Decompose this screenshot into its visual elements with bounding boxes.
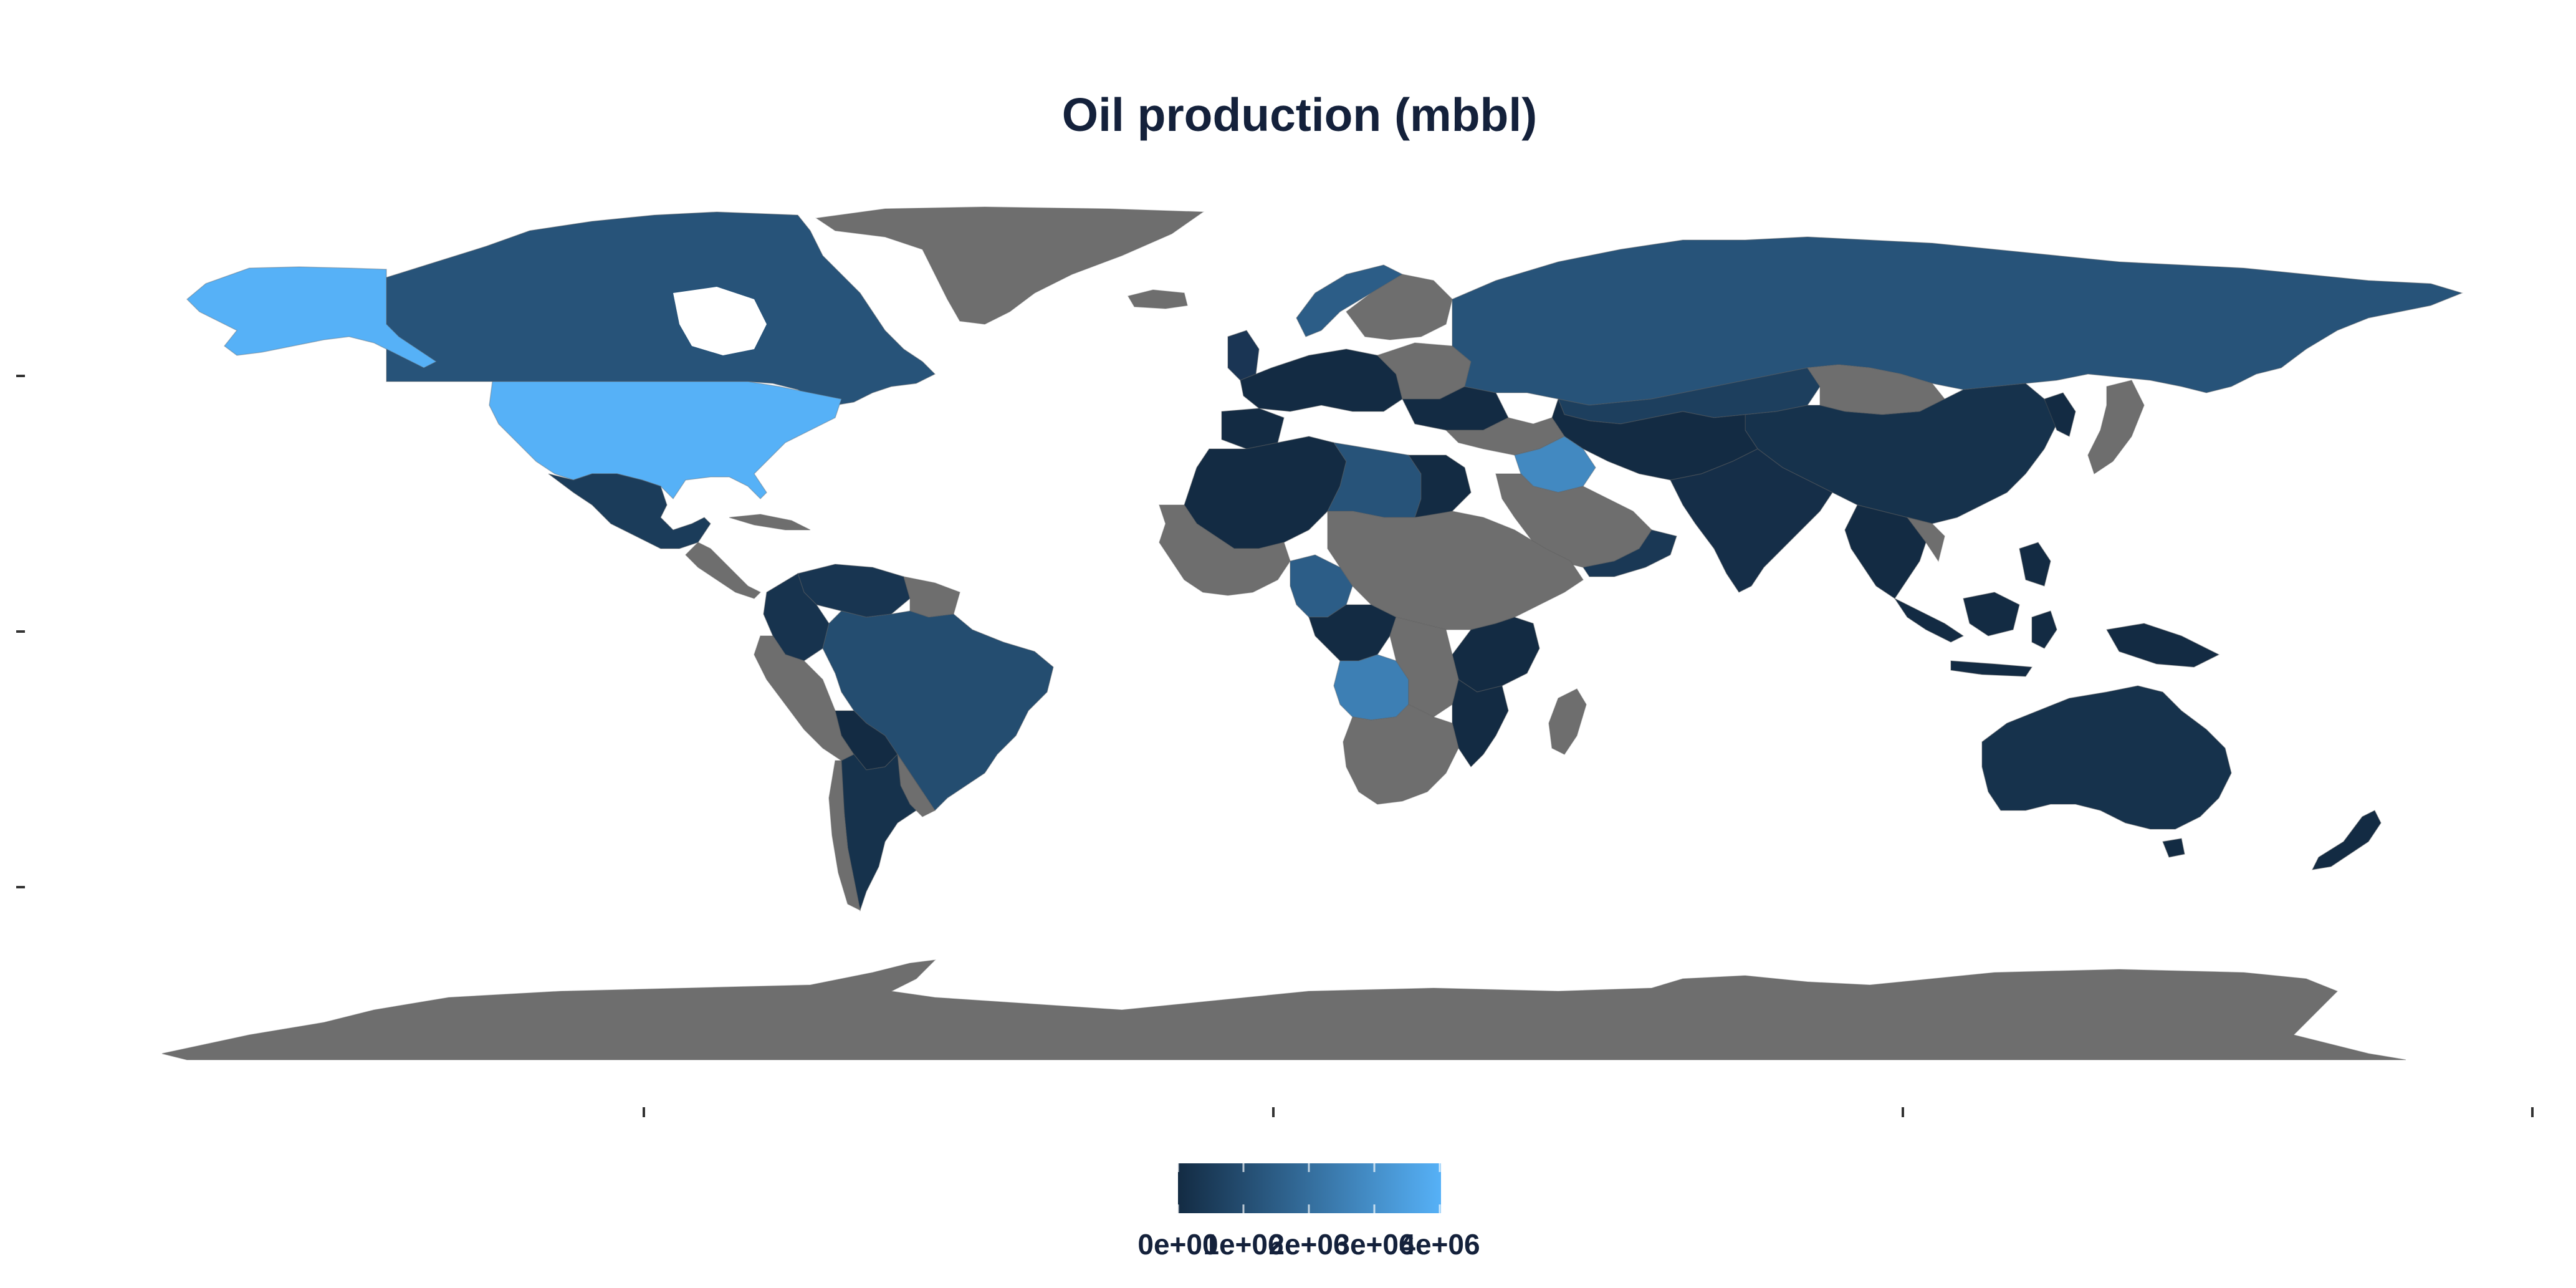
- region-oman: [1582, 529, 1677, 577]
- region-guianas: [903, 576, 960, 618]
- region-united-states: [489, 381, 842, 500]
- region-philippines: [2019, 542, 2051, 587]
- legend-label-0: 0e+00: [1137, 1228, 1218, 1261]
- region-antarctica: [161, 959, 2406, 1060]
- region-madagascar: [1548, 688, 1587, 755]
- region-mexico: [548, 473, 711, 549]
- region-iceland: [1127, 289, 1188, 309]
- region-north-africa-west: [1184, 436, 1347, 549]
- region-south-central-africa: [1389, 617, 1459, 718]
- region-libya: [1326, 441, 1422, 518]
- region-greenland: [815, 206, 1205, 325]
- legend-label-3: 3e+06: [1334, 1228, 1414, 1261]
- legend-ticks: [1177, 1163, 1441, 1213]
- region-java: [1950, 660, 2033, 677]
- region-chile: [828, 760, 861, 911]
- region-angola: [1333, 654, 1409, 721]
- region-cuba: [729, 514, 811, 531]
- legend-label-4: 4e+06: [1399, 1228, 1480, 1261]
- region-central-africa: [1308, 604, 1397, 661]
- region-east-africa: [1452, 617, 1540, 693]
- region-indonesia: [1893, 597, 1965, 643]
- axis-ticks: [16, 375, 2534, 1117]
- region-russia: [1452, 236, 2464, 406]
- region-west-africa: [1158, 504, 1291, 596]
- region-japan: [2087, 380, 2145, 475]
- country-shapes: [161, 206, 2464, 1060]
- region-india: [1669, 448, 1834, 593]
- region-new-zealand: [2311, 809, 2382, 870]
- region-australia: [1981, 685, 2232, 830]
- region-tasmania: [2162, 838, 2185, 858]
- map-title: Oil production (mbbl): [1062, 89, 1537, 141]
- region-borneo: [1963, 592, 2020, 637]
- region-sahel-east: [1327, 511, 1584, 630]
- legend-label-2: 2e+06: [1268, 1228, 1349, 1261]
- region-sweden-finland: [1345, 274, 1453, 340]
- region-alaska: [186, 266, 438, 368]
- region-papua: [2105, 623, 2220, 668]
- region-korea: [2044, 392, 2076, 438]
- color-legend: 0e+00 1e+06 2e+06 3e+06 4e+06: [1137, 1163, 1480, 1261]
- region-thailand: [1906, 516, 1945, 562]
- region-canada: [386, 211, 936, 406]
- region-central-america: [684, 542, 762, 599]
- region-southern-africa: [1343, 704, 1459, 805]
- region-uk: [1227, 330, 1260, 381]
- hudson-bay: [673, 287, 767, 355]
- region-sulawesi-png: [2031, 610, 2057, 649]
- legend-label-1: 1e+06: [1203, 1228, 1283, 1261]
- region-kazakhstan: [1557, 367, 1821, 425]
- region-paraguay: [897, 754, 936, 817]
- region-mozambique: [1452, 678, 1509, 768]
- region-western-europe: [1240, 348, 1403, 412]
